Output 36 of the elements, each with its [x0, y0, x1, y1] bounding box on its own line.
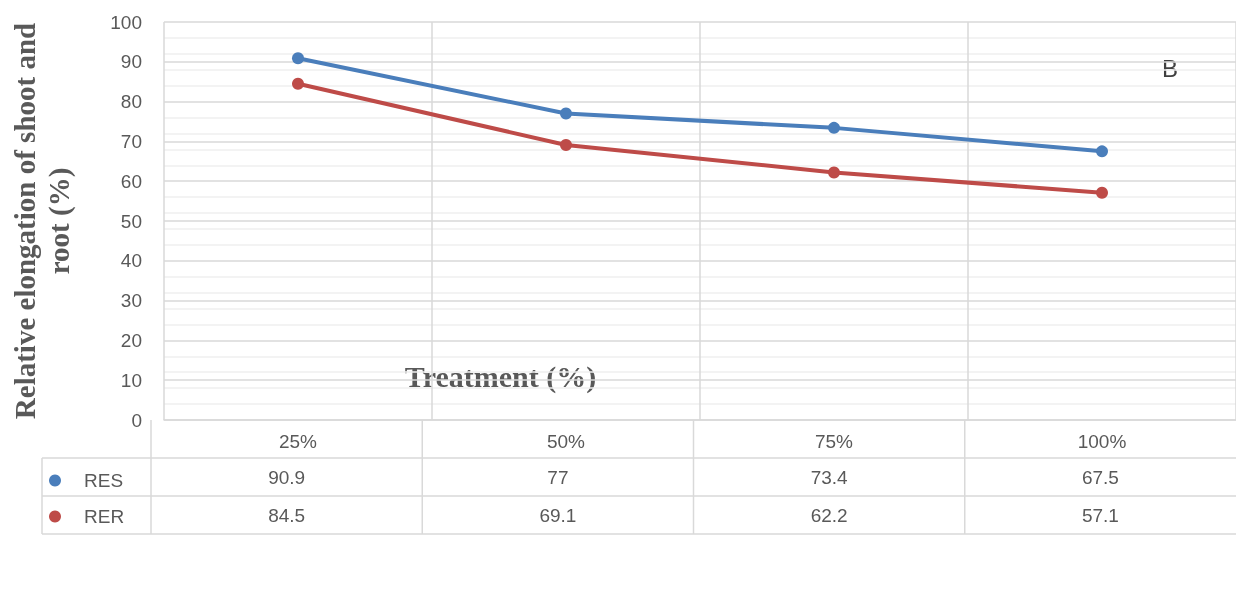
- x-axis-title: Treatment (%): [404, 359, 597, 394]
- data-label: 84.5: [268, 504, 306, 526]
- point: [828, 166, 840, 179]
- y-tick-label: 0: [131, 409, 142, 431]
- y-tick-label: 20: [120, 329, 142, 351]
- data-label: 62.2: [810, 504, 848, 526]
- x-tick-label: 50%: [546, 431, 586, 452]
- x-tick-label: 100%: [1077, 431, 1127, 452]
- y-tick-label: 80: [120, 91, 142, 113]
- data-label: 57.1: [1081, 504, 1119, 526]
- point: [292, 52, 304, 65]
- y-tick-label: 10: [120, 369, 142, 391]
- data-label: 69.1: [539, 504, 577, 526]
- point: [560, 138, 572, 151]
- x-tick-label: 75%: [814, 431, 854, 452]
- point: [560, 107, 572, 120]
- x-tick-label: 25%: [278, 431, 318, 452]
- y-tick-label: 100: [110, 11, 142, 33]
- point: [1096, 186, 1108, 199]
- data-label: 90.9: [268, 466, 306, 488]
- y-tick-label: 30: [120, 290, 142, 312]
- point: [292, 77, 304, 90]
- y-tick-label: 60: [120, 170, 142, 192]
- y-tick-label: 90: [120, 51, 142, 73]
- y-tick-label: 40: [120, 250, 142, 272]
- legend-label: RER: [84, 506, 125, 527]
- data-label: 73.4: [810, 466, 849, 488]
- y-tick-label: 70: [120, 130, 142, 152]
- data-label: 67.5: [1081, 466, 1119, 488]
- y-tick-label: 50: [120, 210, 142, 232]
- data-label: 77: [547, 466, 569, 488]
- legend-label: RES: [84, 470, 124, 491]
- annotation: B: [1161, 54, 1179, 82]
- y-axis-title: Relative elongation of shoot and root (%): [9, 22, 76, 420]
- point: [828, 121, 840, 134]
- point: [1096, 145, 1108, 158]
